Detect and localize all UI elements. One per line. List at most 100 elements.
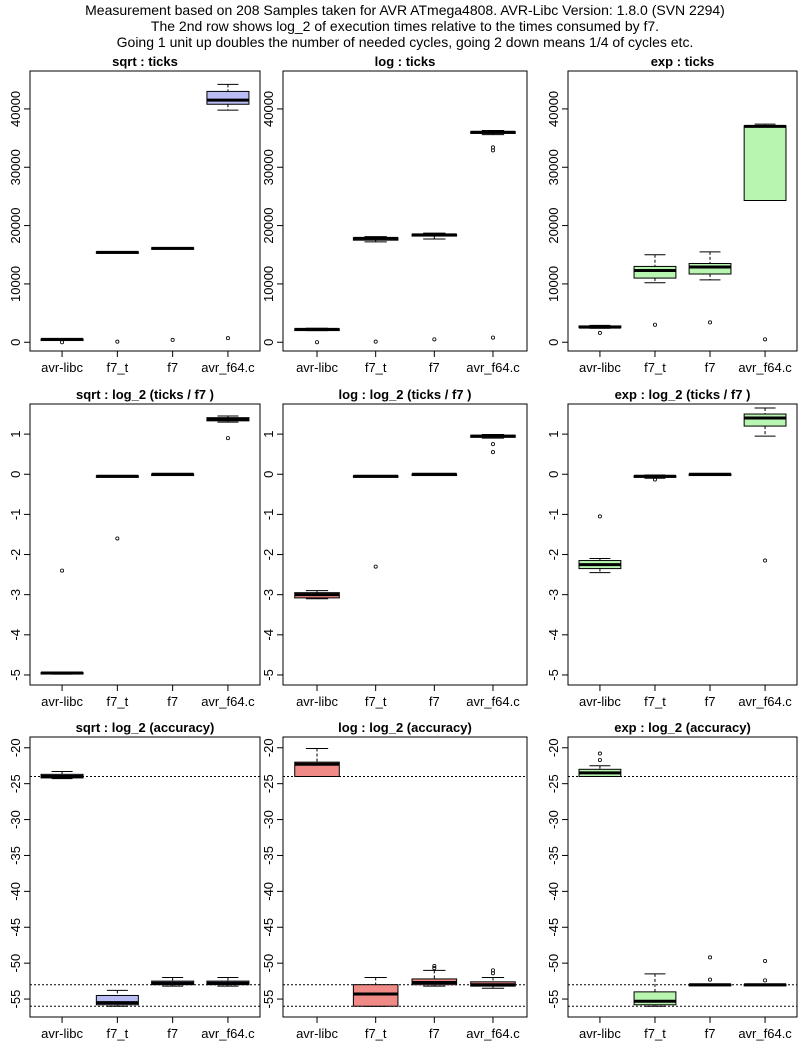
box-iqr [688, 263, 732, 275]
y-tick-label: -30 [261, 810, 276, 829]
box-avr-libc [40, 568, 84, 675]
x-tick-label: avr_f64.c [738, 1026, 792, 1041]
outlier-point [490, 335, 495, 340]
x-tick-label: f7 [705, 1026, 716, 1041]
header-line-3: Going 1 unit up doubles the number of ne… [116, 34, 694, 50]
panel-title: log : ticks [375, 54, 436, 69]
box-iqr [633, 991, 677, 1006]
x-tick-label: avr-libc [296, 1026, 338, 1041]
box-avr_f64.c [470, 968, 516, 989]
box-f7_t [633, 973, 677, 1007]
outlier-point [225, 336, 230, 341]
outlier-point [60, 340, 65, 345]
box-avr_f64.c [743, 123, 787, 342]
box-avr_f64.c [206, 977, 250, 987]
y-tick-label: -50 [261, 954, 276, 973]
box-avr_f64.c [206, 83, 250, 341]
panel-title: sqrt : log_2 (accuracy) [76, 720, 215, 735]
box-avr_f64.c [470, 130, 516, 340]
box-f7_t [95, 989, 139, 1007]
y-tick-label: -3 [546, 589, 561, 601]
panel-title: log : log_2 (accuracy) [338, 720, 472, 735]
outlier-point [763, 978, 768, 983]
outlier-point [652, 477, 657, 482]
y-tick-label: -5 [546, 669, 561, 681]
y-tick-label: -30 [8, 810, 23, 829]
box-avr-libc [294, 747, 340, 777]
y-tick-label: -20 [261, 738, 276, 757]
outlier-point [597, 330, 602, 335]
y-tick-label: 0 [546, 471, 561, 478]
y-tick-label: -55 [8, 990, 23, 1009]
x-tick-label: avr_f64.c [738, 360, 792, 375]
plot-frame [282, 736, 528, 1018]
y-tick-label: -35 [261, 846, 276, 865]
y-tick-label: 30000 [546, 149, 561, 185]
box-f7_t [95, 474, 139, 541]
y-tick-label: -40 [8, 882, 23, 901]
box-avr_f64.c [206, 415, 250, 441]
y-tick-label: -2 [546, 549, 561, 561]
box-f7 [411, 232, 458, 342]
y-tick-label: 0 [8, 471, 23, 478]
panel-log-2: log : log_2 (accuracy) -55 -50 -45 -40 -35 -30… [261, 720, 528, 1041]
box-f7 [151, 977, 195, 987]
outlier-point [373, 564, 378, 569]
box-f7_t [633, 474, 677, 482]
box-avr-libc [578, 324, 622, 335]
y-tick-label: -25 [261, 774, 276, 793]
panel-title: sqrt : log_2 (ticks / f7 ) [76, 387, 214, 402]
x-tick-label: f7_t [644, 694, 666, 709]
box-f7_t [352, 236, 399, 344]
x-tick-label: f7 [429, 694, 440, 709]
y-tick-label: 1 [8, 430, 23, 437]
x-tick-label: f7_t [107, 360, 129, 375]
outlier-point [115, 339, 120, 344]
y-tick-label: -35 [8, 846, 23, 865]
plot-frame [567, 403, 798, 686]
y-tick-label: 40000 [546, 91, 561, 127]
panel-log-0: log : ticks 0 10000 20000 30000 40000 avr-libc… [261, 54, 528, 375]
box-avr-libc [294, 590, 340, 600]
box-f7 [688, 251, 732, 325]
y-tick-label: -55 [261, 990, 276, 1009]
x-tick-label: avr-libc [296, 694, 338, 709]
y-tick-label: -1 [261, 509, 276, 521]
y-tick-label: -50 [546, 954, 561, 973]
y-tick-label: -50 [8, 954, 23, 973]
x-tick-label: f7_t [644, 360, 666, 375]
panel-exp-1: exp : log_2 (ticks / f7 ) -5 -4 -3 -2 -1 0 1 avr… [546, 387, 798, 709]
outlier-point [708, 320, 713, 325]
x-tick-label: f7 [429, 360, 440, 375]
y-tick-label: -40 [546, 882, 561, 901]
box-f7 [151, 472, 195, 477]
outlier-point [652, 322, 657, 327]
outlier-point [315, 340, 320, 345]
panel-title: log : log_2 (ticks / f7 ) [339, 387, 472, 402]
outlier-point [432, 337, 437, 342]
y-tick-label: -40 [261, 882, 276, 901]
x-tick-label: avr-libc [579, 360, 621, 375]
x-tick-label: f7 [167, 694, 178, 709]
y-tick-label: 20000 [261, 208, 276, 244]
box-avr-libc [40, 770, 84, 780]
y-tick-label: 40000 [8, 91, 23, 127]
y-tick-label: -55 [546, 990, 561, 1009]
box-f7_t [352, 977, 399, 1007]
x-tick-label: f7 [705, 694, 716, 709]
outlier-point [60, 568, 65, 573]
outlier-point [170, 337, 175, 342]
panel-title: exp : log_2 (ticks / f7 ) [615, 387, 751, 402]
outlier-point [432, 964, 437, 969]
y-tick-label: 1 [546, 430, 561, 437]
outlier-point [597, 514, 602, 519]
x-tick-label: f7_t [365, 694, 387, 709]
y-tick-label: -45 [261, 918, 276, 937]
panel-sqrt-1: sqrt : log_2 (ticks / f7 ) -5 -4 -3 -2 -1 0 1 av… [8, 387, 261, 709]
outlier-point [490, 145, 495, 150]
outlier-point [708, 955, 713, 960]
x-tick-label: avr-libc [41, 694, 83, 709]
x-tick-label: avr_f64.c [738, 694, 792, 709]
header-line-2: The 2nd row shows log_2 of execution tim… [150, 18, 660, 34]
